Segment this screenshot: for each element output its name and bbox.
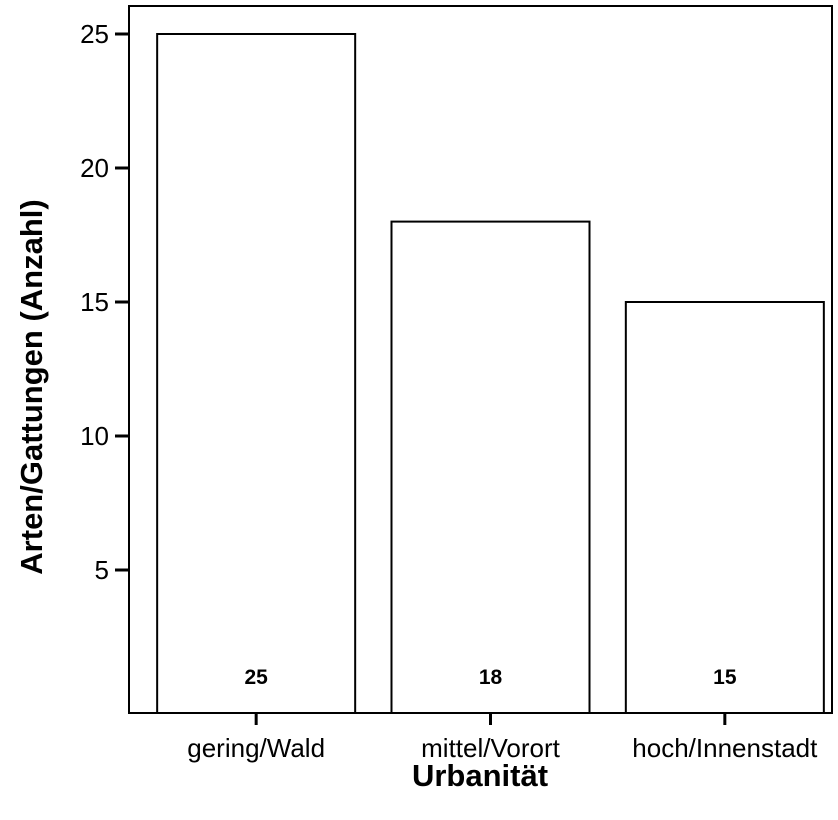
bar xyxy=(156,33,357,714)
x-axis-title: Urbanität xyxy=(412,758,548,793)
y-tick-label: 5 xyxy=(95,555,109,585)
y-tick-label: 25 xyxy=(80,19,109,49)
bar-series: 25 18 15 xyxy=(156,33,825,714)
y-tick-label: 20 xyxy=(80,153,109,183)
bar-value-label: 25 xyxy=(244,666,268,689)
bar xyxy=(390,220,591,714)
x-tick-label: mittel/Vorort xyxy=(421,733,560,763)
x-axis: gering/Wald mittel/Vorort hoch/Innenstadt xyxy=(187,713,818,763)
bar-value-label: 18 xyxy=(479,666,503,689)
y-axis: 5 10 15 20 25 xyxy=(80,19,129,585)
y-tick-label: 15 xyxy=(80,287,109,317)
x-tick-label: hoch/Innenstadt xyxy=(632,733,818,763)
y-axis-title: Arten/Gattungen (Anzahl) xyxy=(14,199,49,574)
bar xyxy=(624,301,825,714)
y-tick-label: 10 xyxy=(80,421,109,451)
bar-value-label: 15 xyxy=(713,666,737,689)
x-tick-label: gering/Wald xyxy=(187,733,325,763)
